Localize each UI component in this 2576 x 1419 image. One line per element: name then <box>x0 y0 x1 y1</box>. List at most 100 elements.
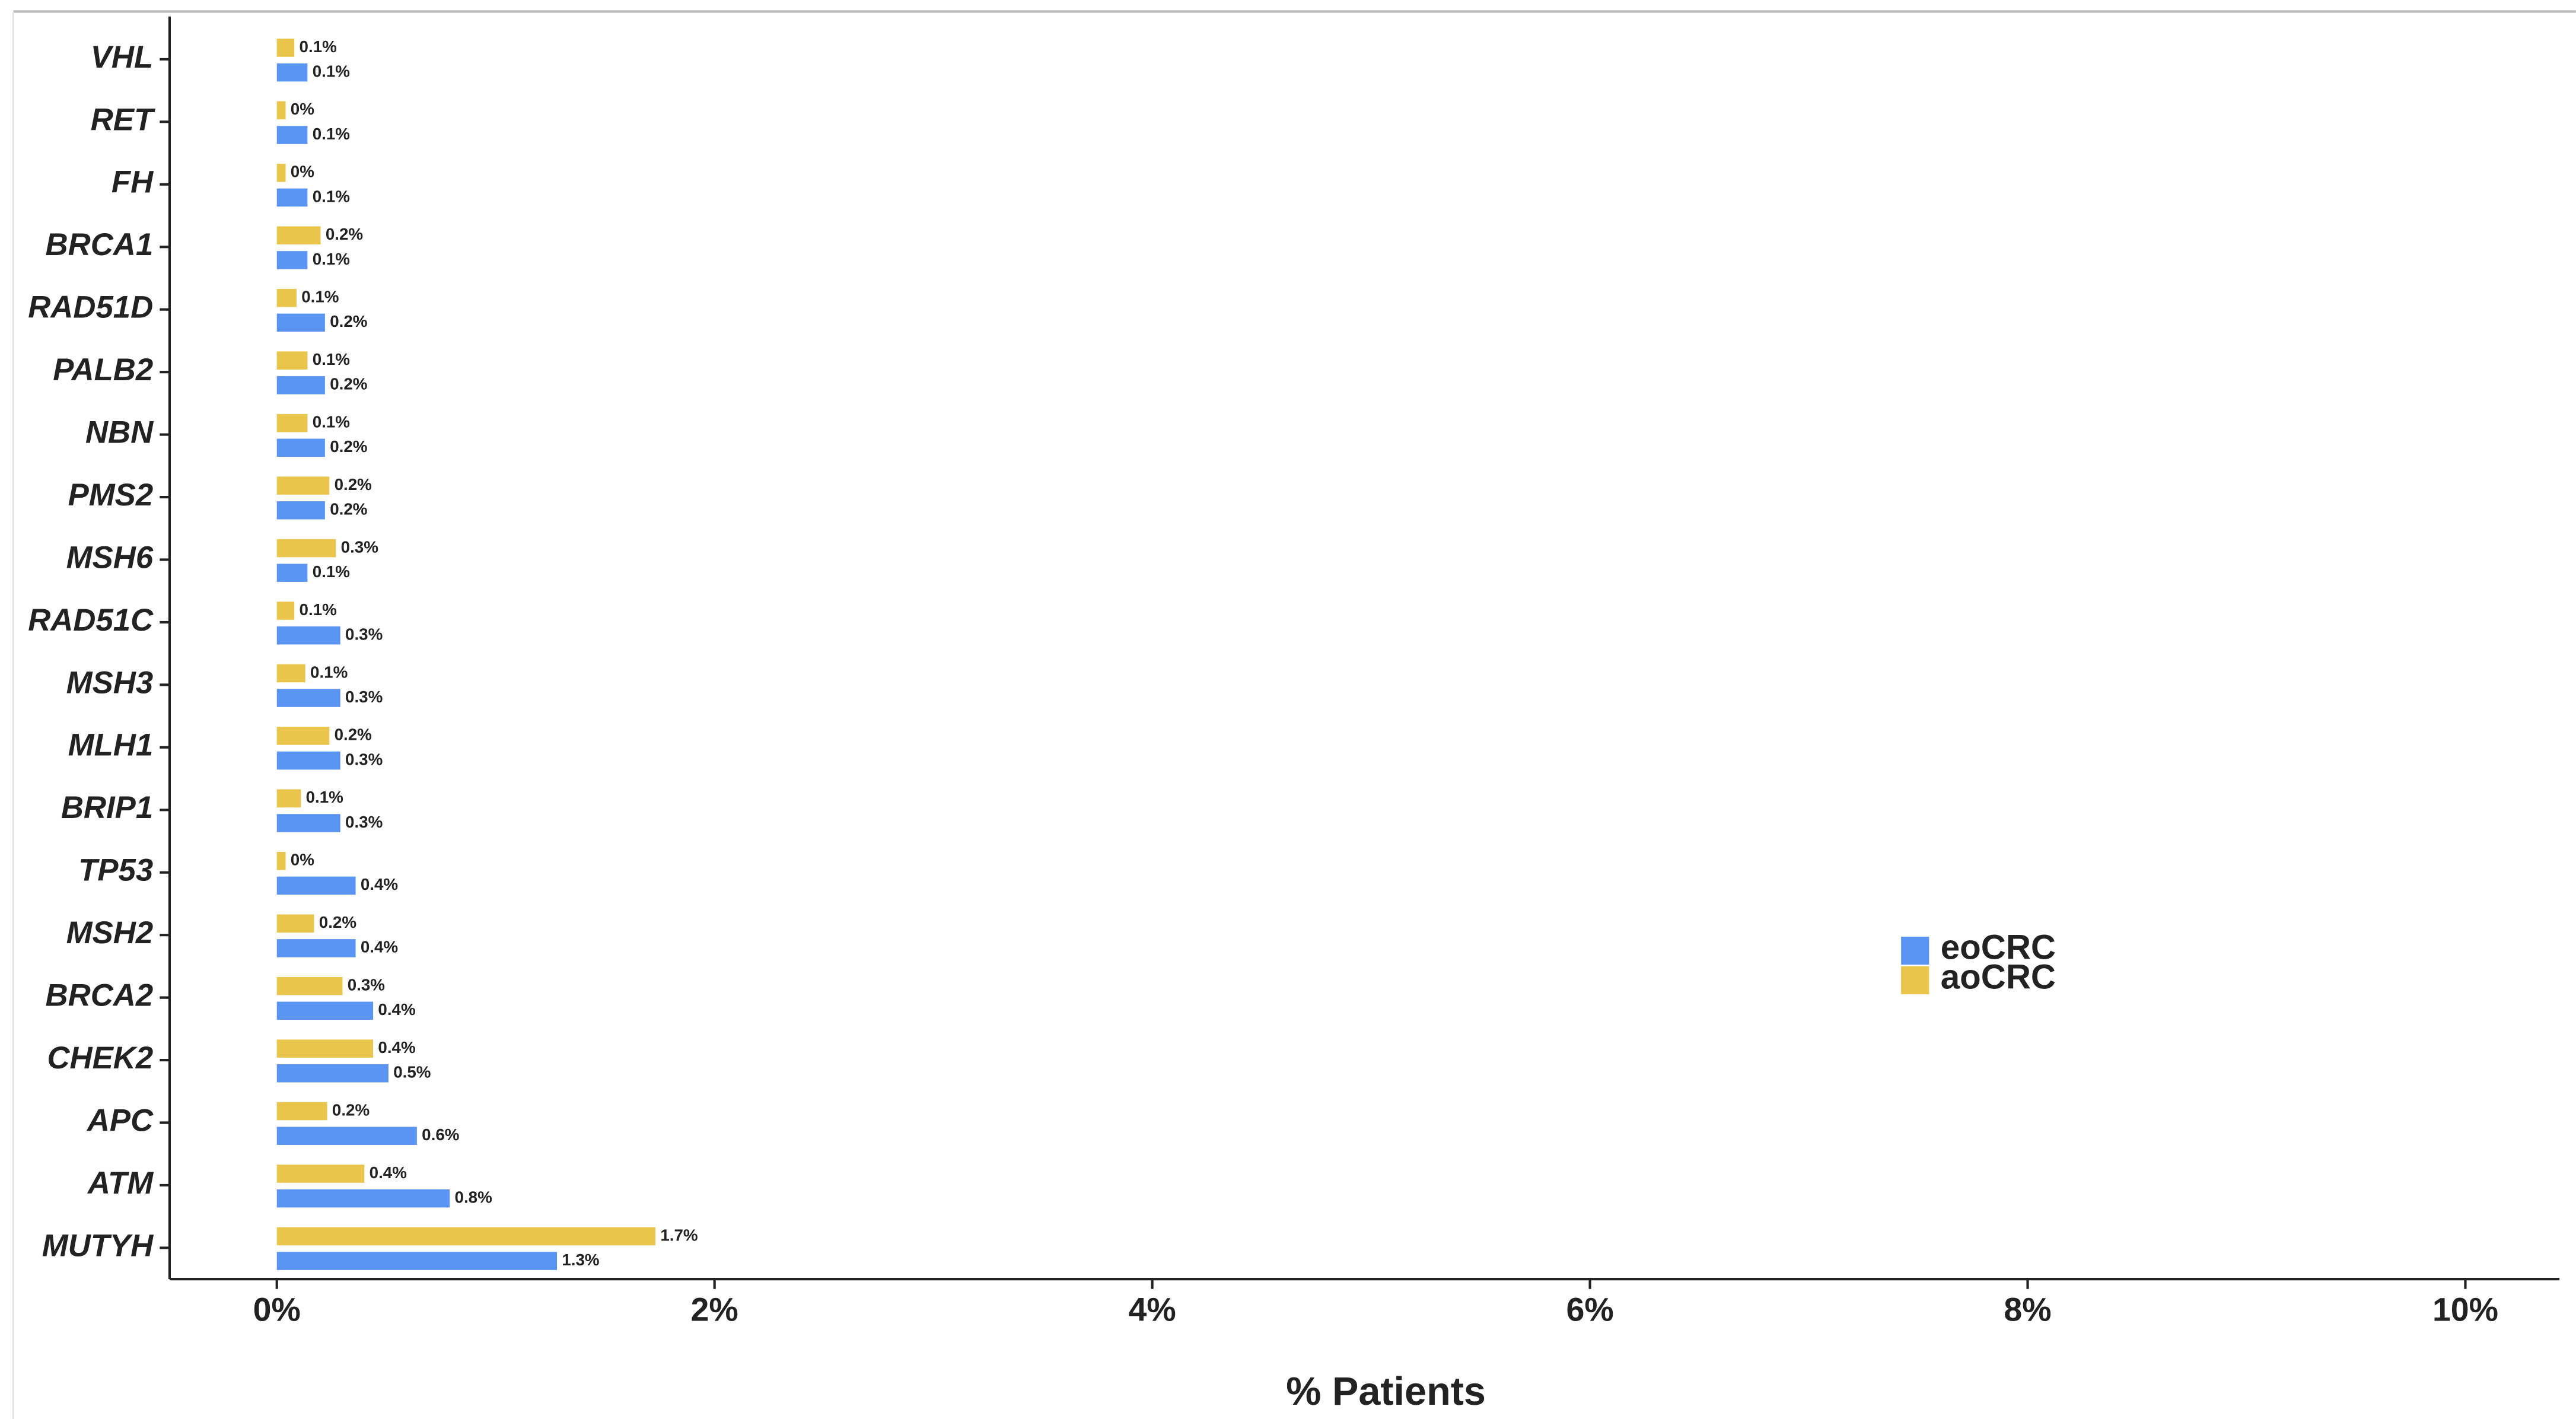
y-tick-label: FH <box>112 165 154 200</box>
value-label: 0.2% <box>335 726 372 744</box>
bar <box>276 164 286 182</box>
bar <box>276 1252 558 1270</box>
y-tick-label: APC <box>86 1103 154 1138</box>
y-tick-label: NBN <box>85 415 154 450</box>
x-tick-label: 6% <box>1566 1291 1613 1328</box>
bar <box>276 313 325 332</box>
bar <box>276 976 343 995</box>
bar <box>276 602 295 620</box>
bar <box>276 1102 327 1121</box>
bar <box>276 1127 417 1145</box>
y-tick-label: TP53 <box>78 853 153 888</box>
x-tick-label: 8% <box>2004 1291 2051 1328</box>
y-tick-label: RAD51D <box>28 290 153 325</box>
bar <box>276 289 297 307</box>
bar <box>276 376 325 394</box>
y-tick-label: BRCA1 <box>46 227 154 262</box>
bar <box>276 1001 374 1020</box>
value-label: 0% <box>291 163 314 181</box>
bar <box>276 852 286 870</box>
x-tick-label: 4% <box>1129 1291 1176 1328</box>
value-label: 0.3% <box>345 625 383 643</box>
value-label: 0.1% <box>301 288 339 306</box>
bar <box>276 413 308 432</box>
value-label: 0.1% <box>306 788 343 806</box>
y-tick-label: RAD51C <box>28 603 154 638</box>
bar <box>276 351 308 370</box>
y-tick-label: VHL <box>91 40 153 75</box>
value-label: 0.1% <box>313 62 350 80</box>
y-tick-label: PMS2 <box>68 478 154 513</box>
value-label: 0.4% <box>378 1038 415 1057</box>
x-tick-label: 2% <box>691 1291 738 1328</box>
value-label: 0.3% <box>345 750 383 768</box>
bar <box>276 251 308 269</box>
value-label: 0.2% <box>330 437 367 456</box>
bar <box>276 501 325 520</box>
value-label: 0.8% <box>455 1188 492 1206</box>
value-label: 0.3% <box>345 688 383 706</box>
value-label: 0.5% <box>393 1063 431 1081</box>
value-label: 0.2% <box>330 500 367 518</box>
bar <box>276 914 314 933</box>
y-tick-label: RET <box>91 102 155 137</box>
value-label: 0.4% <box>361 938 398 956</box>
bar <box>276 727 330 745</box>
value-label: 0.2% <box>330 312 367 330</box>
bar <box>276 689 340 707</box>
bar <box>276 39 295 57</box>
value-label: 0.4% <box>378 1000 415 1019</box>
y-tick-label: MLH1 <box>68 728 154 763</box>
value-label: 0.1% <box>313 250 350 268</box>
value-label: 0% <box>291 100 314 118</box>
bar <box>276 539 336 558</box>
value-label: 0.2% <box>326 225 363 243</box>
bar <box>276 814 340 832</box>
value-label: 0% <box>291 851 314 869</box>
y-tick-label: PALB2 <box>53 352 153 387</box>
value-label: 0.1% <box>313 350 350 368</box>
bar <box>276 664 305 683</box>
value-label: 0.1% <box>300 600 337 619</box>
bar <box>276 101 286 120</box>
x-tick-label: 0% <box>253 1291 301 1328</box>
bar <box>276 789 301 808</box>
y-tick-label: MUTYH <box>42 1228 154 1263</box>
y-tick-label: BRCA2 <box>46 978 154 1013</box>
y-tick-label: MSH3 <box>66 665 153 700</box>
bar <box>276 438 325 457</box>
value-label: 0.3% <box>341 537 378 556</box>
bar <box>276 1189 450 1208</box>
value-label: 0.2% <box>332 1100 370 1119</box>
y-tick-label: MSH6 <box>66 540 154 575</box>
value-label: 0.2% <box>319 913 356 931</box>
legend-label: aoCRC <box>1941 957 2056 996</box>
legend-label: eoCRC <box>1941 928 2056 967</box>
bar <box>276 226 321 245</box>
y-tick-label: ATM <box>87 1166 154 1201</box>
value-label: 0.4% <box>361 875 398 893</box>
bar <box>276 1039 374 1058</box>
bar <box>276 476 330 495</box>
bar <box>276 126 308 144</box>
x-tick-label: 10% <box>2432 1291 2498 1328</box>
legend-swatch <box>1901 936 1929 965</box>
bar <box>276 188 308 207</box>
bar <box>276 626 340 645</box>
value-label: 0.1% <box>313 412 350 431</box>
value-label: 0.1% <box>313 562 350 581</box>
bar <box>276 751 340 770</box>
bar <box>276 939 356 957</box>
x-axis-title: % Patients <box>1286 1370 1486 1414</box>
bar <box>276 1064 389 1083</box>
value-label: 0.2% <box>335 475 372 494</box>
value-label: 0.4% <box>370 1163 407 1182</box>
y-tick-label: CHEK2 <box>47 1041 153 1076</box>
y-tick-label: BRIP1 <box>61 790 153 825</box>
bar <box>276 1165 365 1183</box>
bar <box>276 564 308 582</box>
value-label: 0.1% <box>313 187 350 205</box>
legend-swatch <box>1901 966 1929 995</box>
bar <box>276 1227 656 1246</box>
value-label: 0.3% <box>348 976 385 994</box>
